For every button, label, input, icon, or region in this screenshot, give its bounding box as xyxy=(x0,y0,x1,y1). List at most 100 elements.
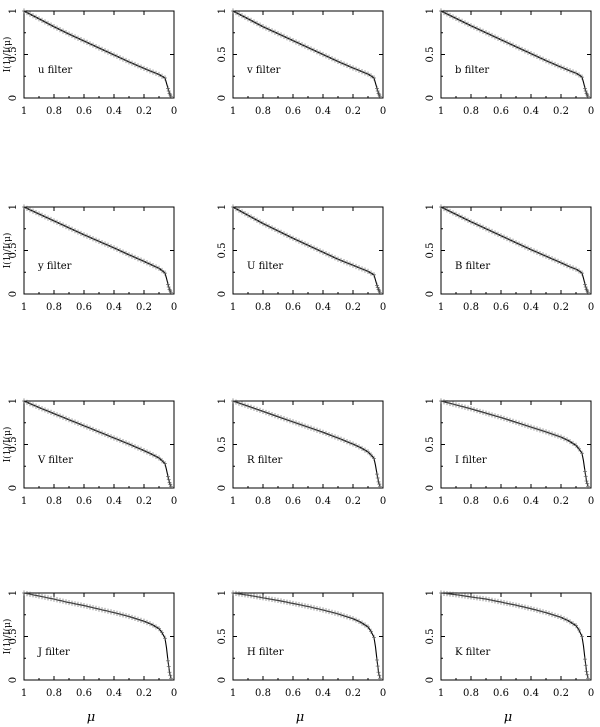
y-tick-label: 1 xyxy=(425,590,436,596)
x-tick-label: 1 xyxy=(21,496,27,507)
panel-H: 1 0.8 0.6 0.4 0.2 0 0 0.5 1 H filter μ xyxy=(217,590,386,725)
y-tick-label: 1 xyxy=(8,8,19,14)
x-tick-label: 0.2 xyxy=(136,688,152,699)
x-tick-label: 0.4 xyxy=(106,496,122,507)
y-tick-label: 0.5 xyxy=(217,243,228,259)
panel-J: 1 0.8 0.6 0.4 0.2 0 0 0.5 1 I(1)/I(μ) J filter μ xyxy=(2,590,177,725)
panel-v: 1 0.8 0.6 0.4 0.2 0 0 0.5 1 v filter xyxy=(217,8,386,117)
y-tick-label: 0.5 xyxy=(217,437,228,453)
panel-V: 1 0.8 0.6 0.4 0.2 0 0 0.5 1 I(1)/I(μ) V filter xyxy=(2,398,177,507)
plot-frame xyxy=(232,10,384,99)
model-curve xyxy=(23,400,172,487)
y-tick-label: 0 xyxy=(8,485,19,491)
plot-frame xyxy=(440,400,592,489)
x-tick-label: 0.6 xyxy=(76,106,92,117)
x-tick-label: 0.2 xyxy=(345,106,361,117)
model-curve xyxy=(23,592,172,679)
y-tick-label: 1 xyxy=(8,590,19,596)
x-tick-label: 0 xyxy=(380,688,386,699)
x-tick-label: 0.2 xyxy=(553,688,569,699)
x-tick-label: 0.2 xyxy=(136,106,152,117)
y-tick-label: 1 xyxy=(8,204,19,210)
x-tick-label: 0.8 xyxy=(255,302,271,313)
y-tick-label: 0 xyxy=(217,677,228,683)
x-tick-label: 0.6 xyxy=(285,106,301,117)
x-tick-label: 0.6 xyxy=(285,688,301,699)
panel-K: 1 0.8 0.6 0.4 0.2 0 0 0.5 1 K filter μ xyxy=(425,590,594,725)
y-tick-label: 0 xyxy=(425,291,436,297)
x-tick-label: 0.4 xyxy=(315,496,331,507)
x-tick-label: 0.4 xyxy=(315,688,331,699)
plot-frame xyxy=(23,206,175,295)
y-axis-label: I(1)/I(μ) xyxy=(2,427,13,463)
x-tick-label: 0.4 xyxy=(315,106,331,117)
plot-frame xyxy=(440,206,592,295)
panel-U: 1 0.8 0.6 0.4 0.2 0 0 0.5 1 U filter xyxy=(217,204,386,313)
x-tick-label: 1 xyxy=(230,688,236,699)
plot-frame xyxy=(23,592,175,681)
x-tick-label: 0.6 xyxy=(493,496,509,507)
x-tick-label: 0 xyxy=(171,106,177,117)
filter-label: y filter xyxy=(37,261,72,272)
x-axis-label: μ xyxy=(87,710,95,725)
y-tick-label: 1 xyxy=(217,8,228,14)
x-tick-label: 0 xyxy=(171,302,177,313)
y-tick-label: 0 xyxy=(217,485,228,491)
x-tick-label: 0 xyxy=(171,496,177,507)
model-curve xyxy=(440,400,589,487)
x-tick-label: 0.4 xyxy=(523,496,539,507)
filter-label: I filter xyxy=(455,455,487,466)
y-tick-label: 0.5 xyxy=(8,243,19,259)
y-tick-label: 0 xyxy=(217,95,228,101)
x-tick-label: 0.2 xyxy=(553,496,569,507)
y-tick-label: 1 xyxy=(217,590,228,596)
x-tick-label: 1 xyxy=(438,302,444,313)
y-tick-label: 0.5 xyxy=(8,437,19,453)
plot-frame xyxy=(23,10,175,99)
y-tick-label: 1 xyxy=(217,398,228,404)
model-curve xyxy=(23,206,172,293)
x-tick-label: 0.6 xyxy=(493,302,509,313)
x-tick-label: 0.8 xyxy=(255,496,271,507)
filter-label: b filter xyxy=(455,65,489,76)
y-tick-label: 0.5 xyxy=(8,47,19,63)
x-tick-label: 0 xyxy=(588,106,594,117)
panel-I: 1 0.8 0.6 0.4 0.2 0 0 0.5 1 I filter xyxy=(425,398,594,507)
filter-label: R filter xyxy=(247,455,283,466)
x-tick-label: 0.6 xyxy=(76,496,92,507)
x-tick-label: 0.6 xyxy=(76,302,92,313)
model-curve xyxy=(232,400,381,487)
y-tick-label: 0.5 xyxy=(425,437,436,453)
y-tick-label: 0 xyxy=(8,677,19,683)
x-tick-label: 0 xyxy=(588,496,594,507)
y-tick-label: 0 xyxy=(217,291,228,297)
x-tick-label: 0.4 xyxy=(106,302,122,313)
x-tick-label: 0.6 xyxy=(285,496,301,507)
filter-label: J filter xyxy=(37,647,70,658)
x-tick-label: 0.4 xyxy=(106,106,122,117)
x-tick-label: 0.2 xyxy=(136,496,152,507)
y-tick-label: 1 xyxy=(425,8,436,14)
x-tick-label: 1 xyxy=(438,688,444,699)
x-tick-label: 0.8 xyxy=(255,106,271,117)
plot-frame xyxy=(440,10,592,99)
x-tick-label: 0 xyxy=(380,106,386,117)
model-curve xyxy=(440,10,589,97)
x-tick-label: 0.6 xyxy=(493,106,509,117)
panel-B: 1 0.8 0.6 0.4 0.2 0 0 0.5 1 B filter xyxy=(425,204,594,313)
x-tick-label: 0 xyxy=(380,302,386,313)
filter-label: K filter xyxy=(455,647,490,658)
x-tick-label: 1 xyxy=(21,688,27,699)
y-tick-label: 0.5 xyxy=(425,629,436,645)
y-tick-label: 1 xyxy=(8,398,19,404)
panel-y: 1 0.8 0.6 0.4 0.2 0 0 0.5 1 I(1)/I(μ) y filter xyxy=(2,204,177,313)
x-tick-label: 1 xyxy=(21,106,27,117)
x-tick-label: 0.8 xyxy=(463,688,479,699)
x-tick-label: 0 xyxy=(380,496,386,507)
x-tick-label: 1 xyxy=(21,302,27,313)
y-tick-label: 0 xyxy=(425,95,436,101)
y-tick-label: 0 xyxy=(8,291,19,297)
x-tick-label: 1 xyxy=(230,496,236,507)
filter-label: H filter xyxy=(247,647,284,658)
